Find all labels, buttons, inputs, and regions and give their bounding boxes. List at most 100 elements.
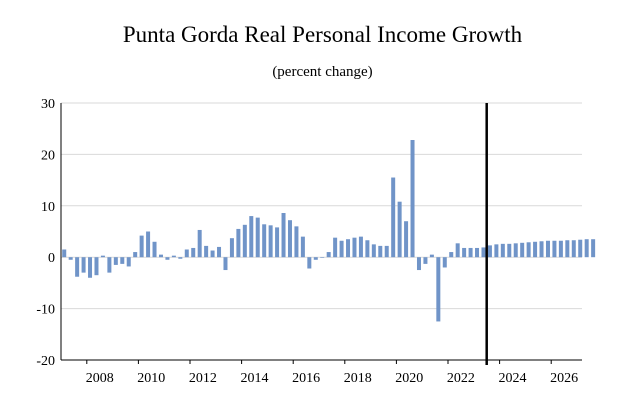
bar [75,257,80,277]
bar [210,250,215,258]
bar [487,245,492,258]
bar [429,254,434,258]
bar [507,243,512,258]
bar [268,225,273,258]
x-tick-label: 2024 [499,371,527,386]
bar [62,249,67,258]
bar [107,257,112,273]
bar [333,237,338,258]
y-axis-tick-labels: 30 20 10 0 -10 -20 [36,97,55,369]
bar [94,257,99,276]
bar [449,252,454,258]
bar [242,224,247,258]
x-tick-label: 2018 [344,371,372,386]
bar [139,235,144,258]
bar [404,221,409,258]
bar [120,257,125,264]
y-tick-label: -20 [36,354,55,369]
bar [339,240,344,258]
bar [423,257,428,264]
bar [391,177,396,258]
bar [113,257,118,265]
bar [191,247,196,258]
y-tick-label: -10 [36,303,55,318]
bar [158,254,163,258]
x-tick-label: 2012 [189,371,217,386]
bar [378,245,383,258]
x-tick-label: 2026 [550,371,578,386]
bar [229,238,234,258]
bar [371,244,376,258]
bar [416,257,421,271]
bar [217,246,222,258]
bar [520,242,525,258]
bar [533,241,538,258]
bar [565,240,570,258]
bar [171,255,176,258]
bar [178,257,183,259]
bar [275,227,280,258]
bar [307,257,312,269]
bar [88,257,93,278]
bar [358,236,363,258]
bar [146,231,151,258]
bar [126,257,131,267]
bar [81,257,86,273]
bar [68,257,73,260]
y-tick-label: 30 [41,97,55,112]
bar [255,217,260,258]
bar [481,247,486,258]
bar [313,257,318,260]
bar [571,240,576,258]
bar [204,245,209,258]
bar [249,216,254,258]
y-tick-label: 10 [41,200,55,215]
bar [500,243,505,258]
bar [320,257,325,258]
bar [462,247,467,258]
bar [494,244,499,258]
chart-title: Punta Gorda Real Personal Income Growth [122,22,523,47]
x-tick-label: 2020 [395,371,423,386]
bar [545,240,550,258]
bar [539,241,544,258]
bar [591,239,596,258]
bar [294,226,299,258]
bar [352,237,357,258]
bar [552,240,557,258]
bar [442,257,447,268]
x-tick-label: 2022 [447,371,475,386]
bar [384,245,389,258]
bar [346,239,351,258]
bar [262,224,267,258]
bar [436,257,441,322]
bar [526,242,531,258]
y-tick-label: 0 [48,251,55,266]
y-tick-label: 20 [41,148,55,163]
x-tick-label: 2014 [241,371,269,386]
bar [100,255,105,258]
bar [165,257,170,260]
bar [584,239,589,258]
bar [410,140,415,258]
x-tick-label: 2008 [86,371,114,386]
x-tick-label: 2016 [292,371,320,386]
bar [281,213,286,258]
bar [152,241,157,258]
bar [223,257,228,271]
bar [397,201,402,258]
bar [197,229,202,258]
chart-subtitle: (percent change) [272,64,373,80]
bar [468,247,473,258]
bar [184,249,189,258]
x-tick-label: 2010 [137,371,165,386]
bar [326,252,331,258]
bar [578,239,583,258]
x-axis-tick-labels: 2008 2010 2012 2014 2016 2018 2020 2022 2024 2026 [86,371,578,386]
axes [60,103,582,364]
bar [455,243,460,258]
bar-series [62,140,596,322]
bar [287,220,292,258]
bar [513,243,518,258]
